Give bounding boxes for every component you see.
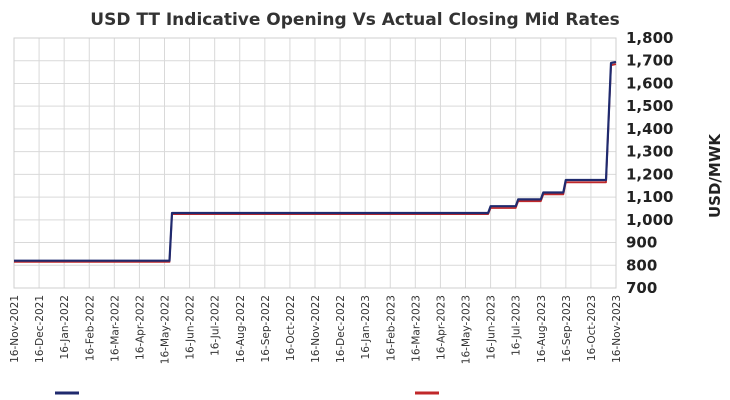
x-tick-label: 16-Jun-2023 bbox=[486, 295, 498, 360]
y-tick-label: 900 bbox=[626, 234, 657, 252]
x-tick-label: 16-Dec-2022 bbox=[335, 295, 347, 363]
x-tick-label: 16-Jul-2023 bbox=[511, 295, 523, 356]
x-tick-label: 16-Oct-2023 bbox=[586, 295, 598, 361]
x-tick-label: 16-Aug-2023 bbox=[536, 295, 548, 363]
x-tick-label: 16-Oct-2022 bbox=[285, 295, 297, 361]
y-tick-label: 1,700 bbox=[626, 52, 673, 70]
x-tick-label: 16-Aug-2022 bbox=[235, 295, 247, 363]
y-tick-label: 1,100 bbox=[626, 188, 673, 206]
x-tick-label: 16-Jul-2022 bbox=[210, 295, 222, 356]
y-axis-ticks: 1,800 1,700 1,600 1,500 1,400 1,300 1,200 1,100… bbox=[626, 29, 673, 297]
x-tick-label: 16-Mar-2023 bbox=[410, 295, 422, 362]
y-tick-label: 1,200 bbox=[626, 165, 673, 183]
x-tick-label: 16-Nov-2022 bbox=[310, 295, 322, 363]
y-tick-label: 1,600 bbox=[626, 74, 673, 92]
y-axis-label: USD/MWK bbox=[706, 133, 724, 218]
x-tick-label: 16-May-2022 bbox=[160, 295, 172, 364]
x-tick-label: 16-Apr-2022 bbox=[134, 295, 146, 360]
y-tick-label: 1,800 bbox=[626, 29, 673, 47]
x-tick-label: 16-Sep-2023 bbox=[561, 295, 573, 362]
y-tick-label: 1,400 bbox=[626, 120, 673, 138]
y-tick-label: 1,300 bbox=[626, 143, 673, 161]
y-tick-label: 1,500 bbox=[626, 97, 673, 115]
series-line-1 bbox=[14, 60, 617, 262]
x-tick-label: 16-Sep-2022 bbox=[260, 295, 272, 362]
x-tick-label: 16-Jan-2023 bbox=[360, 295, 372, 359]
plot-area bbox=[13, 37, 617, 289]
x-tick-label: 16-May-2023 bbox=[461, 295, 473, 364]
series-lines bbox=[14, 60, 617, 263]
y-tick-label: 1,000 bbox=[626, 211, 673, 229]
x-tick-label: 16-Mar-2022 bbox=[109, 295, 121, 362]
x-tick-label: 16-Nov-2021 bbox=[9, 295, 21, 363]
x-tick-label: 16-Feb-2023 bbox=[385, 295, 397, 361]
chart-title: USD TT Indicative Opening Vs Actual Clos… bbox=[90, 10, 619, 30]
x-tick-label: 16-Nov-2023 bbox=[611, 295, 623, 363]
x-tick-label: 16-Dec-2021 bbox=[34, 295, 46, 363]
gridlines bbox=[13, 37, 617, 289]
x-tick-label: 16-Jan-2022 bbox=[59, 295, 71, 359]
x-tick-label: 16-Apr-2023 bbox=[435, 295, 447, 360]
y-tick-label: 700 bbox=[626, 279, 657, 297]
y-tick-label: 800 bbox=[626, 256, 657, 274]
x-tick-label: 16-Feb-2022 bbox=[84, 295, 96, 361]
x-tick-label: 16-Jun-2022 bbox=[185, 295, 197, 360]
x-axis-ticks: 16-Nov-2021 16-Dec-2021 16-Jan-2022 16-Feb-… bbox=[9, 295, 623, 364]
